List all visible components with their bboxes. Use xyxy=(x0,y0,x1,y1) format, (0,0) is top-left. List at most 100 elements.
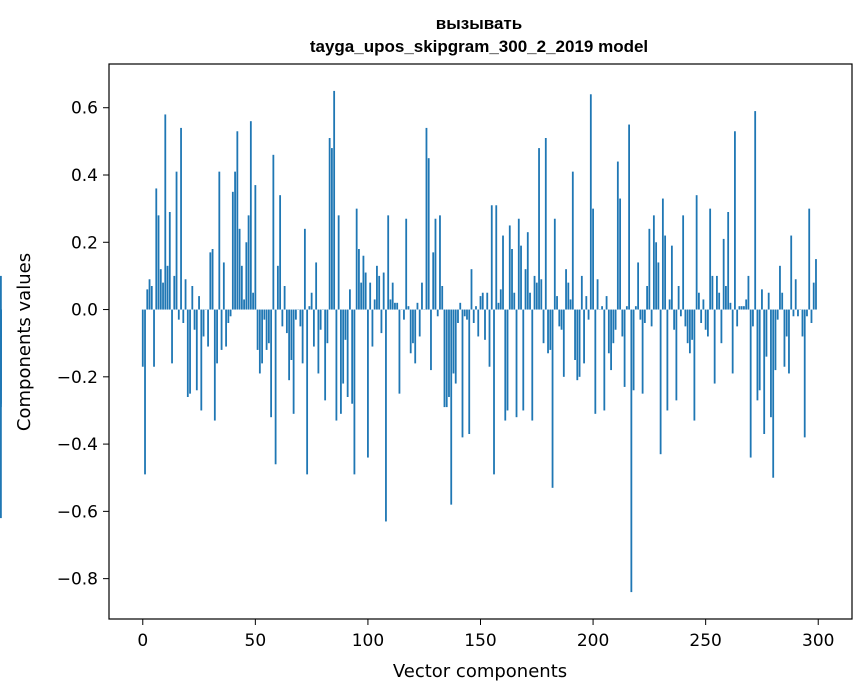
bar-component-179 xyxy=(545,138,547,310)
y-axis-label: Components values xyxy=(14,253,35,431)
bar-component-180 xyxy=(547,310,549,354)
bar-component-120 xyxy=(412,310,414,344)
bar-component-128 xyxy=(430,310,432,371)
bar-component-214 xyxy=(624,310,626,387)
x-tick-label: 150 xyxy=(464,631,496,651)
bar-component-undefined xyxy=(0,276,2,310)
bar-component-296 xyxy=(808,209,810,310)
y-tick-label: 0.2 xyxy=(71,233,98,253)
x-axis-label: Vector components xyxy=(393,661,567,682)
bar-component-181 xyxy=(549,310,551,350)
bar-component-205 xyxy=(603,310,605,411)
bar-component-95 xyxy=(356,209,358,310)
bar-component-164 xyxy=(511,249,513,310)
bar-component-271 xyxy=(752,310,754,327)
bar-component-54 xyxy=(263,310,265,320)
bar-component-165 xyxy=(513,293,515,310)
bar-component-19 xyxy=(185,279,187,309)
bar-component-39 xyxy=(230,310,232,317)
bar-component-182 xyxy=(552,310,554,488)
bar-component-189 xyxy=(567,283,569,310)
bar-component-61 xyxy=(279,195,281,309)
bar-component-267 xyxy=(743,306,745,309)
x-tick-label: 100 xyxy=(352,631,384,651)
bar-component-57 xyxy=(270,310,272,418)
bar-component-62 xyxy=(281,310,283,327)
bar-component-135 xyxy=(446,310,448,408)
bar-component-67 xyxy=(293,310,295,414)
bar-component-167 xyxy=(518,219,520,310)
bar-component-126 xyxy=(426,128,428,310)
bar-component-104 xyxy=(376,266,378,310)
bar-component-175 xyxy=(536,283,538,310)
bar-component-18 xyxy=(182,310,184,323)
bar-component-81 xyxy=(324,310,326,401)
bar-component-101 xyxy=(369,283,371,310)
bar-component-1 xyxy=(144,310,146,475)
bar-component-138 xyxy=(453,310,455,374)
bar-component-33 xyxy=(216,310,218,364)
bar-component-217 xyxy=(630,310,632,593)
bar-component-176 xyxy=(538,148,540,309)
bar-component-231 xyxy=(662,199,664,310)
bar-component-53 xyxy=(261,310,263,364)
bar-component-117 xyxy=(405,219,407,310)
bar-component-216 xyxy=(628,125,630,310)
bar-component-119 xyxy=(410,310,412,354)
bar-component-111 xyxy=(392,283,394,310)
bar-component-154 xyxy=(489,310,491,367)
bar-component-107 xyxy=(383,273,385,310)
bar-component-183 xyxy=(554,219,556,310)
bar-component-70 xyxy=(299,310,301,327)
bar-component-235 xyxy=(671,246,673,310)
bar-component-75 xyxy=(311,293,313,310)
bar-component-116 xyxy=(403,310,405,320)
bar-component-141 xyxy=(459,303,461,310)
bar-component-245 xyxy=(693,310,695,421)
bar-component-266 xyxy=(741,306,743,309)
bar-component-42 xyxy=(236,131,238,309)
bar-component-209 xyxy=(612,310,614,344)
bar-component-299 xyxy=(815,259,817,309)
bar-component-261 xyxy=(730,303,732,310)
bar-component-136 xyxy=(448,310,450,397)
bar-component-58 xyxy=(272,155,274,310)
bar-component-14 xyxy=(173,276,175,310)
bar-component-226 xyxy=(651,310,653,327)
bar-component-241 xyxy=(684,310,686,327)
bar-component-281 xyxy=(775,310,777,371)
bar-component-84 xyxy=(331,148,333,309)
bar-component-73 xyxy=(306,310,308,475)
bar-component-276 xyxy=(763,310,765,434)
bar-component-295 xyxy=(806,310,808,317)
bar-component-173 xyxy=(531,310,533,421)
bar-component-65 xyxy=(288,310,290,381)
bar-component-194 xyxy=(579,310,581,377)
bar-component-187 xyxy=(563,310,565,377)
bar-component-222 xyxy=(642,310,644,394)
bar-component-287 xyxy=(788,310,790,374)
bar-component-87 xyxy=(338,215,340,309)
bar-component-297 xyxy=(811,310,813,323)
bar-component-159 xyxy=(500,289,502,309)
bar-component-278 xyxy=(768,293,770,310)
x-tick-label: 50 xyxy=(245,631,267,651)
bar-component-24 xyxy=(196,310,198,391)
bar-component-210 xyxy=(615,310,617,330)
y-tick-label: −0.6 xyxy=(57,502,98,522)
bar-component-246 xyxy=(696,195,698,309)
bar-component-236 xyxy=(673,310,675,330)
bar-component-49 xyxy=(252,293,254,310)
bar-component-83 xyxy=(329,138,331,310)
bar-component-248 xyxy=(700,310,702,323)
bar-component-97 xyxy=(360,283,362,310)
bar-component-76 xyxy=(313,310,315,347)
bar-component-169 xyxy=(522,310,524,411)
bar-component-2 xyxy=(146,289,148,309)
bar-component-118 xyxy=(408,306,410,309)
bar-component-251 xyxy=(707,310,709,337)
bar-component-123 xyxy=(419,310,421,337)
y-tick-label: 0.6 xyxy=(71,99,98,119)
bar-component-78 xyxy=(317,310,319,374)
bar-component-244 xyxy=(691,310,693,340)
